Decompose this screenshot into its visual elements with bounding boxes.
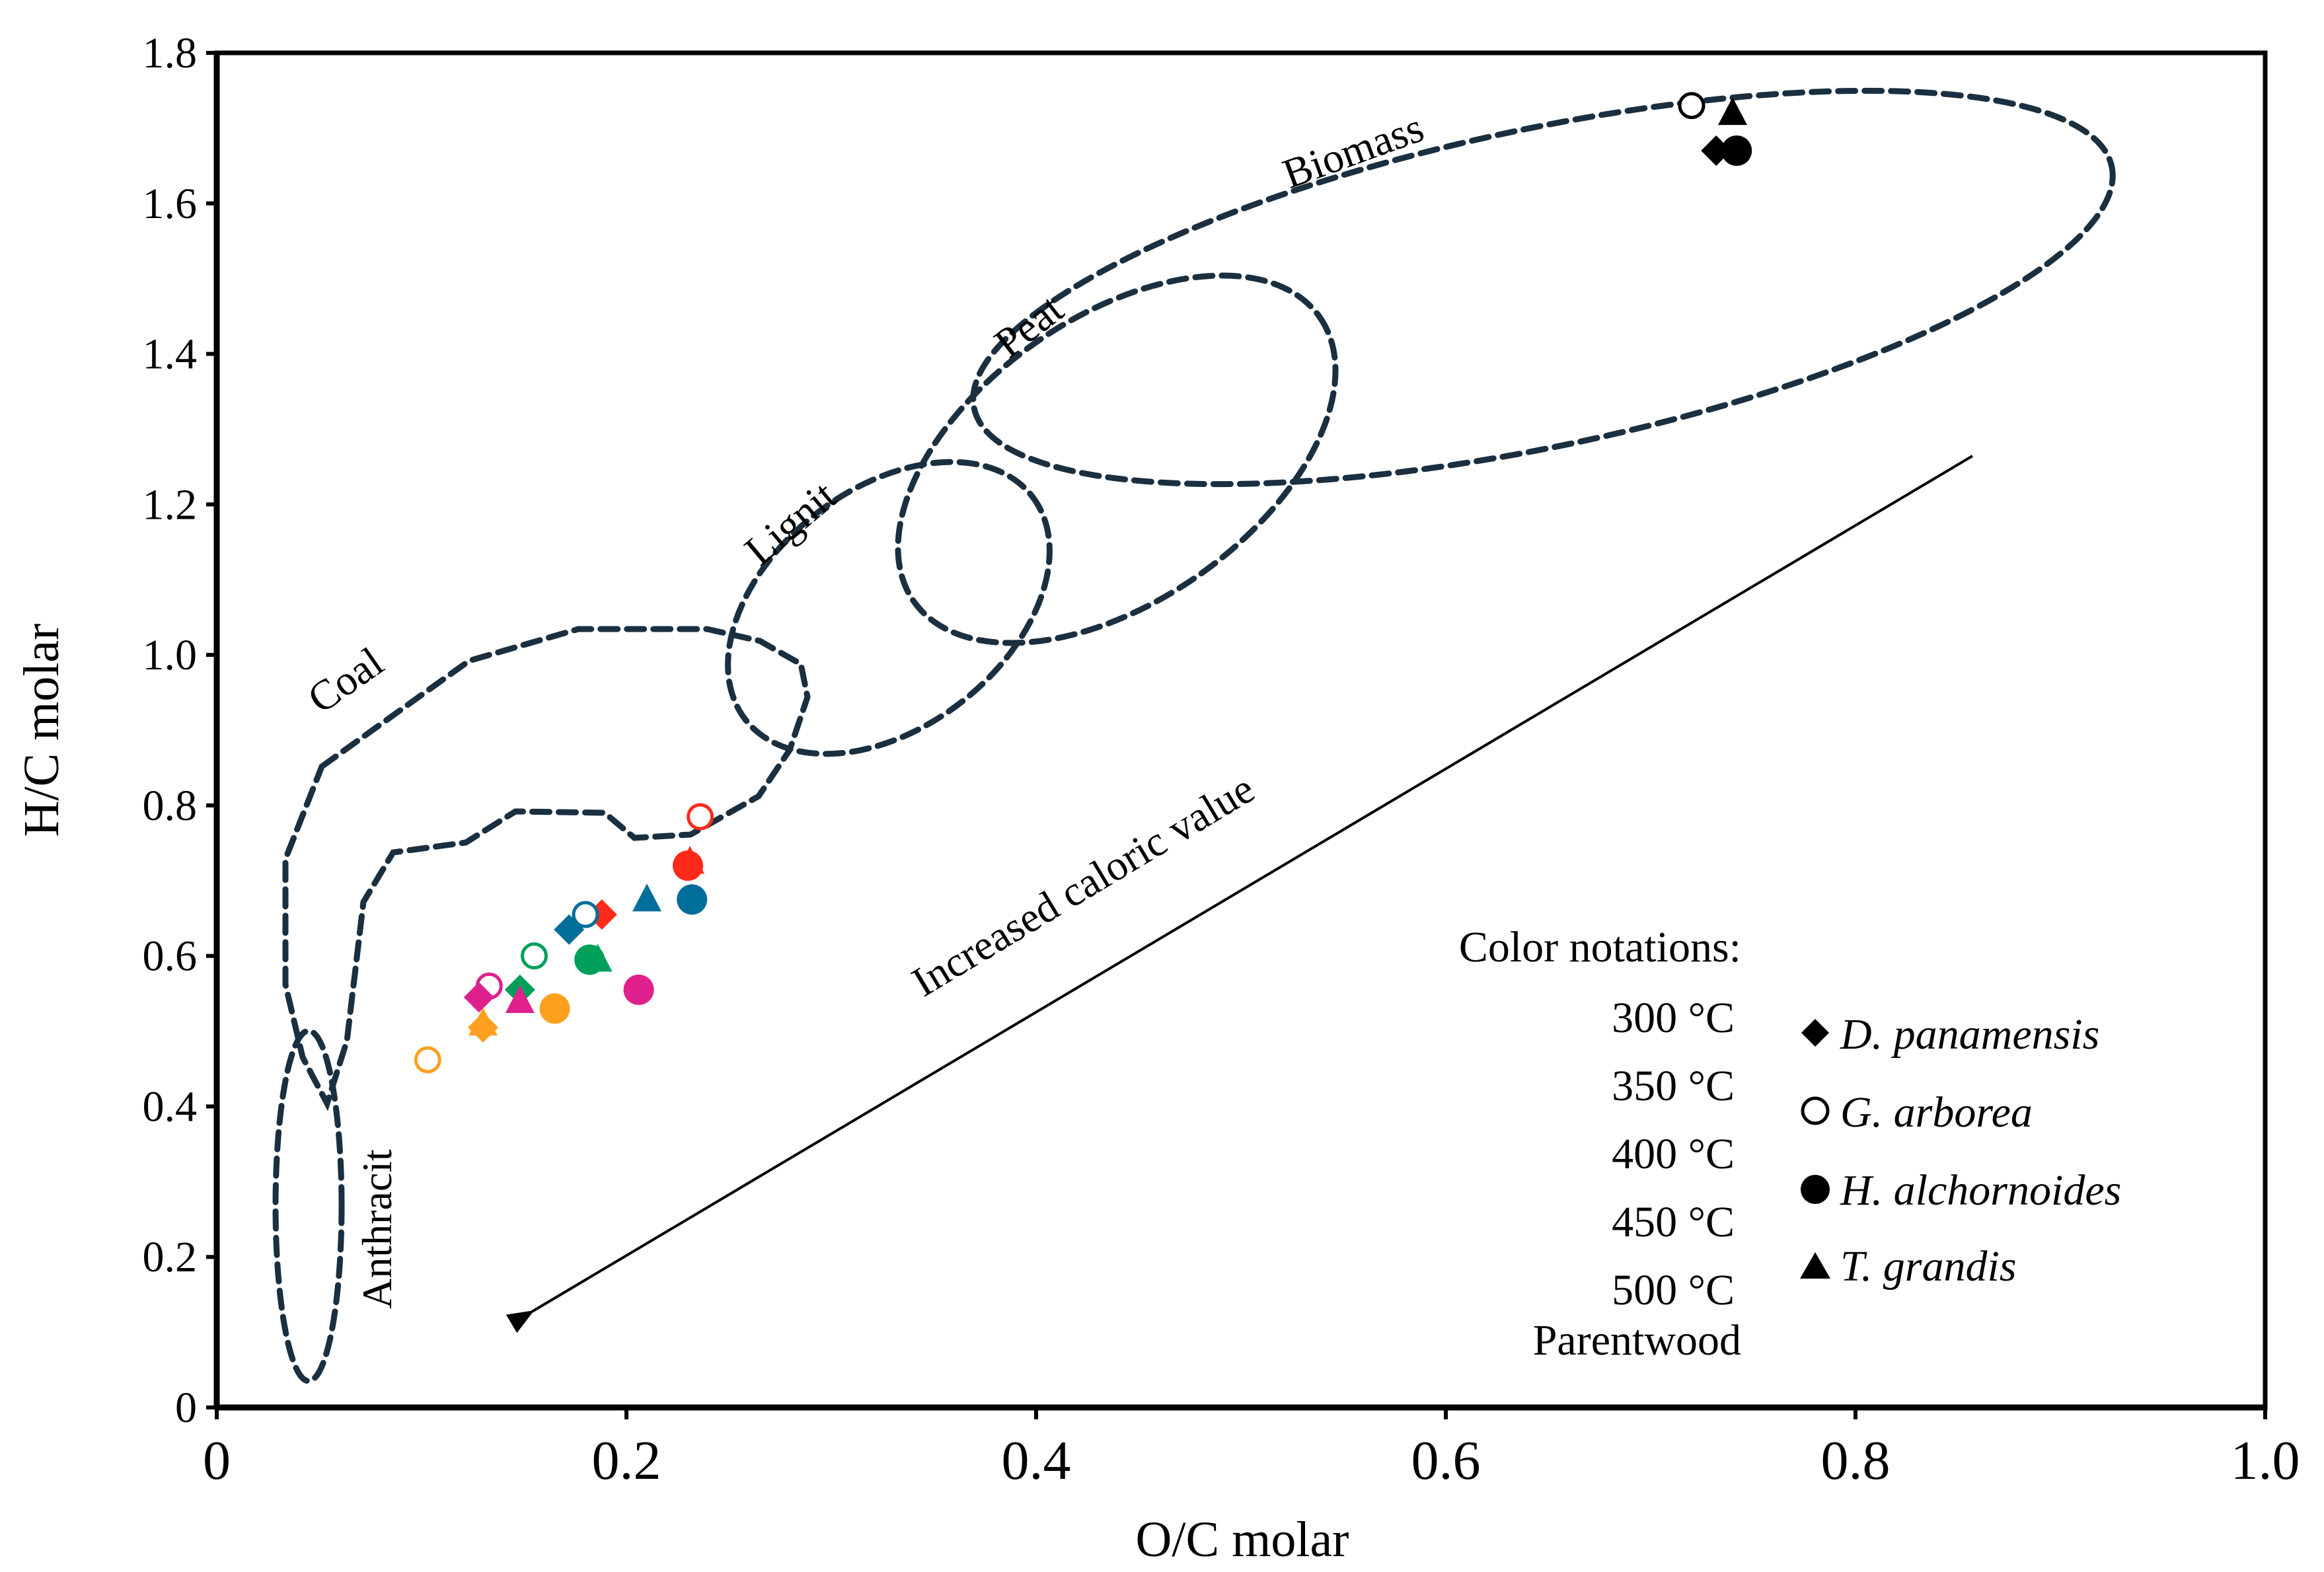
point-t-grandis-450-c <box>505 985 535 1013</box>
coal-label: Coal <box>299 638 392 722</box>
lignit-region <box>725 459 1053 757</box>
point-t-grandis-300-c <box>675 846 705 874</box>
point-g-arborea-parentwood <box>1678 92 1706 120</box>
y-tick-label: 0.8 <box>143 782 198 830</box>
point-g-arborea-300-c <box>687 803 714 831</box>
y-tick-label: 0.6 <box>143 932 198 981</box>
point-h-alchornoides-350-c <box>677 884 708 915</box>
point-d-panamensis-500-c <box>468 1012 498 1043</box>
y-axis-ticks: 0 0.2 0.4 0.6 0.8 1.0 1.2 1.4 1.6 1.8 <box>143 29 217 1432</box>
caloric-value-arrow <box>506 455 1974 1333</box>
y-tick-label: 1.4 <box>143 330 198 379</box>
filled-circle-marker-icon <box>1801 1175 1830 1204</box>
legend-temp-350: 350 °C <box>1612 1062 1735 1110</box>
point-t-grandis-400-c <box>583 944 613 972</box>
legend-species-h-alchornoides: H. alchornoides <box>1840 1166 2121 1215</box>
y-tick-label: 0.4 <box>143 1082 198 1131</box>
diamond-marker-icon <box>1801 1019 1829 1047</box>
legend-species-t-grandis: T. grandis <box>1840 1242 2017 1291</box>
anthracit-region <box>272 1028 345 1384</box>
y-tick-label: 0 <box>175 1384 197 1432</box>
x-tick-label: 1.0 <box>2231 1430 2300 1491</box>
biomass-region <box>970 87 2116 488</box>
x-tick-label: 0.2 <box>592 1430 661 1491</box>
y-tick-label: 1.8 <box>143 29 198 77</box>
point-g-arborea-500-c <box>414 1046 441 1074</box>
region-boundaries <box>272 87 2116 1384</box>
legend-parentwood: Parentwood <box>1533 1316 1741 1365</box>
legend-title: Color notations: <box>1459 923 1741 971</box>
y-tick-label: 1.0 <box>143 631 198 679</box>
point-t-grandis-parentwood <box>1718 97 1747 126</box>
point-d-panamensis-450-c <box>463 982 494 1013</box>
open-circle-marker-icon <box>1801 1096 1830 1125</box>
y-axis-title: H/C molar <box>14 624 69 837</box>
legend-species-g-arborea: G. arborea <box>1840 1088 2033 1137</box>
point-h-alchornoides-500-c <box>539 993 570 1024</box>
point-h-alchornoides-450-c <box>623 974 654 1005</box>
legend-temp-400: 400 °C <box>1612 1130 1735 1178</box>
lignit-label: Lignit <box>735 472 845 574</box>
x-tick-label: 0.8 <box>1821 1430 1891 1491</box>
x-axis-ticks: 0 0.2 0.4 0.6 0.8 1.0 <box>203 1407 2300 1491</box>
coal-region <box>282 626 811 1111</box>
point-g-arborea-350-c <box>572 901 599 928</box>
anthracit-label: Anthracit <box>354 1149 400 1309</box>
y-tick-label: 0.2 <box>143 1233 198 1281</box>
peat-region <box>895 272 1339 646</box>
caloric-value-label: Increased caloric value <box>904 765 1262 1006</box>
legend: Color notations: 300 °C 350 °C 400 °C 45… <box>1459 923 2121 1365</box>
legend-species-d-panamensis: D. panamensis <box>1840 1010 2099 1059</box>
legend-temp-300: 300 °C <box>1612 994 1735 1042</box>
triangle-marker-icon <box>1800 1252 1830 1279</box>
x-tick-label: 0 <box>203 1430 231 1491</box>
point-t-grandis-350-c <box>632 883 661 912</box>
point-g-arborea-400-c <box>521 942 548 970</box>
y-tick-label: 1.6 <box>143 180 198 228</box>
biomass-label: Biomass <box>1277 104 1429 198</box>
y-tick-label: 1.2 <box>143 480 198 529</box>
x-axis-title: O/C molar <box>1136 1512 1349 1567</box>
point-h-alchornoides-parentwood <box>1721 135 1752 167</box>
x-tick-label: 0.6 <box>1411 1430 1481 1491</box>
legend-temp-500: 500 °C <box>1612 1266 1735 1314</box>
x-tick-label: 0.4 <box>1002 1430 1071 1491</box>
legend-temp-450: 450 °C <box>1612 1198 1735 1246</box>
point-d-panamensis-350-c <box>554 914 585 945</box>
data-points <box>414 92 1752 1074</box>
